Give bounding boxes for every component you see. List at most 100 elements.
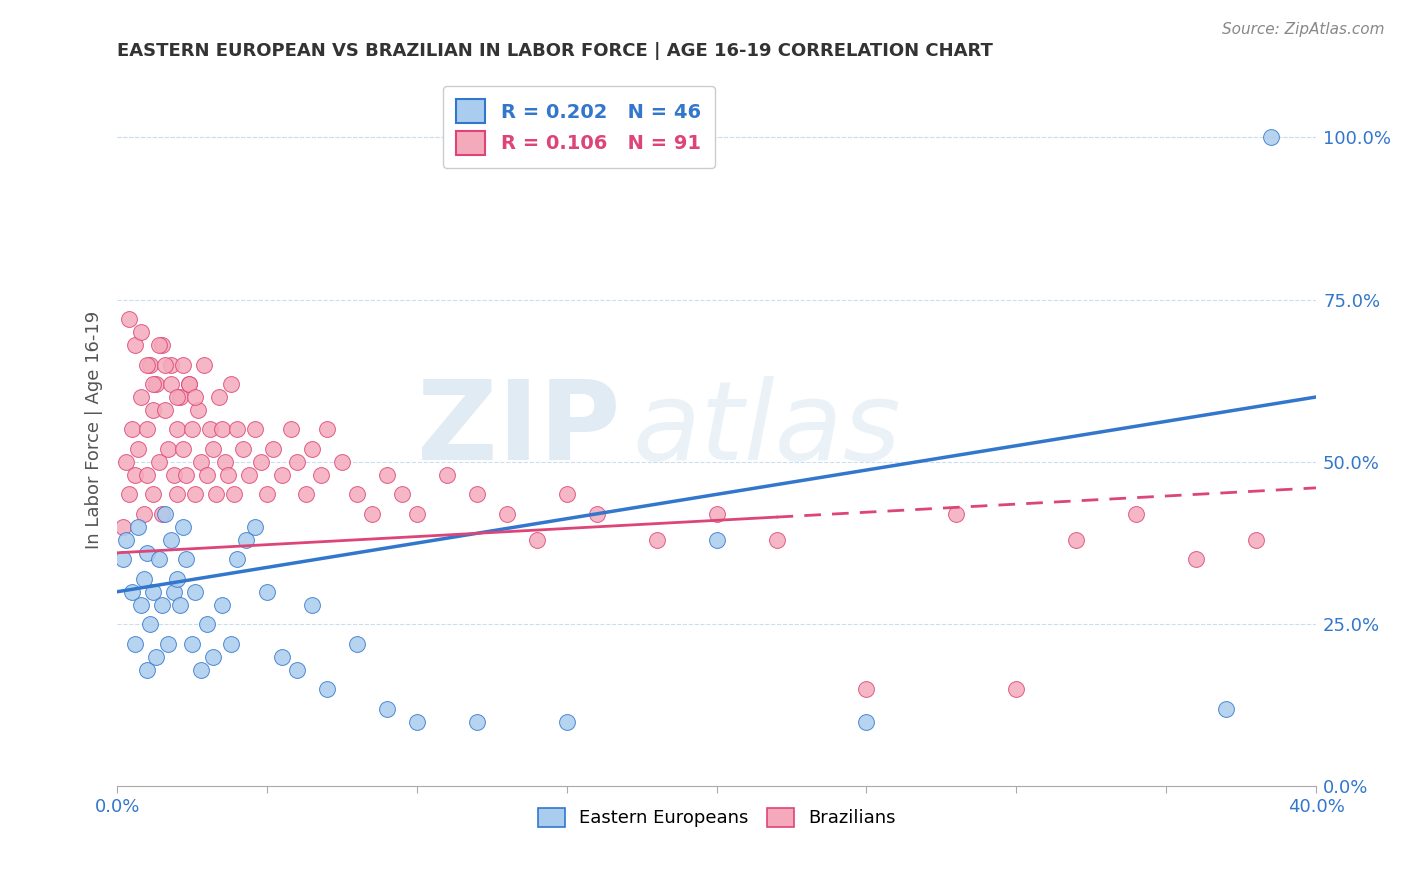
Point — [256, 487, 278, 501]
Point — [166, 422, 188, 436]
Point — [142, 584, 165, 599]
Point — [174, 552, 197, 566]
Point — [235, 533, 257, 547]
Point — [243, 520, 266, 534]
Point — [1125, 507, 1147, 521]
Point — [118, 487, 141, 501]
Point — [172, 520, 194, 534]
Point — [301, 598, 323, 612]
Point — [855, 714, 877, 729]
Point — [645, 533, 668, 547]
Point — [139, 617, 162, 632]
Point — [1005, 682, 1028, 697]
Point — [226, 552, 249, 566]
Point — [163, 467, 186, 482]
Point — [301, 442, 323, 456]
Point — [166, 487, 188, 501]
Point — [181, 422, 204, 436]
Point — [195, 617, 218, 632]
Point — [148, 552, 170, 566]
Text: EASTERN EUROPEAN VS BRAZILIAN IN LABOR FORCE | AGE 16-19 CORRELATION CHART: EASTERN EUROPEAN VS BRAZILIAN IN LABOR F… — [117, 42, 993, 60]
Point — [238, 467, 260, 482]
Point — [136, 422, 159, 436]
Point — [205, 487, 228, 501]
Point — [285, 455, 308, 469]
Point — [222, 487, 245, 501]
Point — [945, 507, 967, 521]
Point — [160, 377, 183, 392]
Point — [1064, 533, 1087, 547]
Point — [148, 338, 170, 352]
Point — [855, 682, 877, 697]
Point — [211, 598, 233, 612]
Point — [250, 455, 273, 469]
Point — [280, 422, 302, 436]
Point — [195, 467, 218, 482]
Point — [129, 390, 152, 404]
Point — [157, 637, 180, 651]
Point — [179, 377, 201, 392]
Point — [202, 649, 225, 664]
Point — [112, 552, 135, 566]
Point — [219, 637, 242, 651]
Point — [330, 455, 353, 469]
Point — [172, 442, 194, 456]
Point — [1185, 552, 1208, 566]
Point — [142, 377, 165, 392]
Point — [316, 682, 339, 697]
Point — [184, 487, 207, 501]
Point — [142, 487, 165, 501]
Point — [153, 507, 176, 521]
Point — [121, 584, 143, 599]
Point — [193, 358, 215, 372]
Point — [127, 442, 149, 456]
Point — [208, 390, 231, 404]
Point — [198, 422, 221, 436]
Point — [190, 455, 212, 469]
Point — [127, 520, 149, 534]
Point — [118, 312, 141, 326]
Point — [115, 533, 138, 547]
Point — [1260, 130, 1282, 145]
Point — [706, 507, 728, 521]
Point — [211, 422, 233, 436]
Point — [232, 442, 254, 456]
Point — [129, 598, 152, 612]
Point — [136, 663, 159, 677]
Point — [157, 442, 180, 456]
Point — [150, 338, 173, 352]
Point — [219, 377, 242, 392]
Point — [187, 403, 209, 417]
Point — [145, 377, 167, 392]
Point — [136, 546, 159, 560]
Point — [243, 422, 266, 436]
Point — [150, 507, 173, 521]
Point — [585, 507, 607, 521]
Point — [555, 487, 578, 501]
Point — [465, 714, 488, 729]
Point — [226, 422, 249, 436]
Point — [172, 358, 194, 372]
Point — [706, 533, 728, 547]
Point — [271, 467, 294, 482]
Point — [309, 467, 332, 482]
Point — [179, 377, 201, 392]
Legend: Eastern Europeans, Brazilians: Eastern Europeans, Brazilians — [530, 801, 903, 835]
Point — [142, 403, 165, 417]
Point — [375, 467, 398, 482]
Point — [465, 487, 488, 501]
Point — [150, 598, 173, 612]
Point — [214, 455, 236, 469]
Point — [163, 584, 186, 599]
Point — [217, 467, 239, 482]
Point — [139, 358, 162, 372]
Point — [124, 467, 146, 482]
Point — [271, 649, 294, 664]
Y-axis label: In Labor Force | Age 16-19: In Labor Force | Age 16-19 — [86, 310, 103, 549]
Point — [136, 467, 159, 482]
Point — [153, 403, 176, 417]
Point — [136, 358, 159, 372]
Point — [160, 358, 183, 372]
Point — [765, 533, 787, 547]
Point — [406, 507, 429, 521]
